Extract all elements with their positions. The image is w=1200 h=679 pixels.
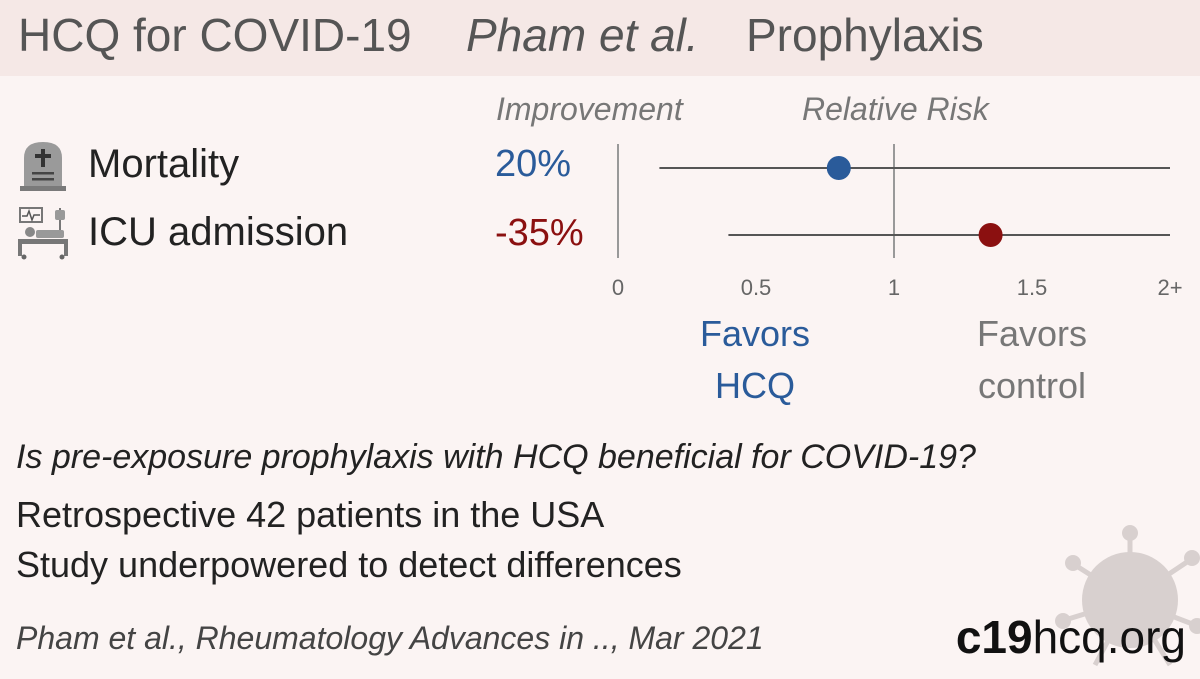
favors-hcq-line2: HCQ — [715, 365, 795, 406]
relative-risk-heading: Relative Risk — [802, 91, 989, 127]
brand-rest: hcq.org — [1032, 611, 1186, 663]
improvement-heading: Improvement — [496, 91, 683, 127]
brand-bold: c19 — [955, 611, 1033, 663]
study-question: Is pre-exposure prophylaxis with HCQ ben… — [16, 438, 976, 476]
tombstone-icon — [20, 142, 66, 191]
favors-hcq-label: Favors HCQ — [690, 308, 820, 412]
improvement-value-mortality: 20% — [495, 143, 572, 185]
point-estimate-1 — [826, 156, 851, 180]
brand-logo[interactable]: c19hcq.org — [956, 610, 1186, 664]
outcome-label-mortality: Mortality — [88, 142, 240, 186]
icu-bed-icon — [18, 207, 68, 260]
favors-control-line2: control — [977, 365, 1087, 406]
outcome-label-icu: ICU admission — [88, 210, 349, 254]
citation: Pham et al., Rheumatology Advances in ..… — [16, 620, 764, 656]
favors-hcq-line1: Favors — [699, 313, 811, 354]
study-design: Retrospective 42 patients in the USA — [16, 494, 605, 535]
tick-label: 1 — [888, 275, 900, 300]
favors-control-label: Favors control — [962, 308, 1102, 412]
tick-label: 2+ — [1157, 275, 1182, 300]
header-banner: HCQ for COVID-19 Pham et al. Prophylaxis — [0, 0, 1200, 76]
study-note: Study underpowered to detect differences — [16, 544, 682, 585]
point-estimate-2 — [978, 223, 1003, 247]
forest-plot: 0 0.5 1 1.5 2+ — [612, 144, 1183, 300]
page-title: HCQ for COVID-19 — [18, 9, 412, 61]
topic-label: Prophylaxis — [746, 9, 984, 61]
study-name: Pham et al. — [466, 9, 699, 61]
tick-label: 0 — [612, 275, 624, 300]
improvement-value-icu: -35% — [495, 212, 584, 254]
virus-icon — [1055, 525, 1200, 667]
tick-label: 0.5 — [741, 275, 772, 300]
favors-control-line1: Favors — [976, 313, 1088, 354]
tick-label: 1.5 — [1017, 275, 1048, 300]
